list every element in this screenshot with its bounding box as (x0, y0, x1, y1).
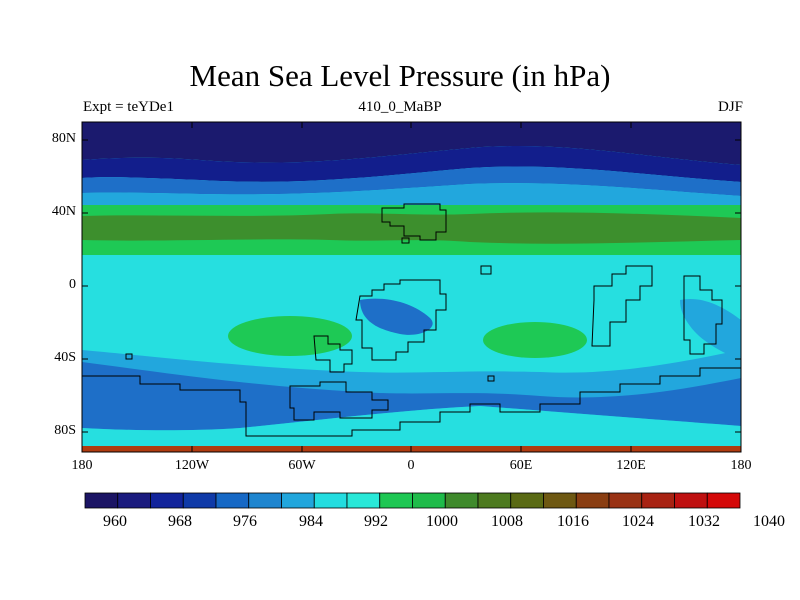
colorbar-label-1024: 1024 (622, 513, 654, 530)
colorbar-segment (248, 492, 282, 509)
x-tick-180-west: 180 (71, 458, 93, 473)
colorbar-segment (379, 492, 413, 509)
colorbar-label-976: 976 (233, 513, 257, 530)
low-pressure-feature-africa (360, 298, 433, 335)
x-tick-120e: 120E (616, 458, 646, 473)
colorbar-segment (281, 492, 315, 509)
colorbar-segment (641, 492, 675, 509)
y-tick-0: 0 (69, 277, 76, 292)
y-tick-40s: 40S (54, 350, 76, 365)
colorbar-segment (412, 492, 446, 509)
band-bright-green-north (82, 205, 741, 218)
coastline-australia (683, 275, 723, 355)
band-bright-green-south (82, 239, 741, 255)
colorbar-segment (150, 492, 184, 509)
pressure-field (82, 122, 741, 452)
colorbar-segment (674, 492, 708, 509)
colorbar-label-1032: 1032 (688, 513, 720, 530)
coastline-asia-pacific (591, 265, 653, 347)
colorbar-label-984: 984 (299, 513, 323, 530)
x-axis-ticks (81, 122, 742, 452)
coastline-south-america (313, 335, 353, 373)
low-pressure-feature-australia (680, 298, 741, 360)
colorbar-label-992: 992 (364, 513, 388, 530)
coastline-island-3 (125, 353, 133, 360)
coastline-west-antarctic (289, 381, 389, 421)
colorbar-segment (608, 492, 643, 509)
experiment-label: Expt = teYDe1 (83, 99, 174, 115)
colorbar-segment (575, 492, 610, 509)
coastline-antarctica (82, 367, 741, 437)
coastline-island-2 (480, 265, 492, 275)
coastline-island-4 (487, 375, 495, 382)
coastline-eurasia (381, 203, 447, 241)
colorbar-label-1040: 1040 (753, 513, 785, 530)
colorbar-segment (706, 492, 741, 509)
colorbar-segment (117, 492, 151, 509)
time-label: 410_0_MaBP (358, 99, 442, 115)
coastline-outlines (82, 203, 741, 437)
colorbar-segment (215, 492, 250, 509)
colorbar-label-1000: 1000 (426, 513, 458, 530)
band-subpolar-dark (82, 145, 741, 182)
y-axis-ticks (82, 139, 741, 433)
band-southern-blue (82, 362, 741, 431)
colorbar-segment (313, 492, 348, 509)
band-light-blue (82, 183, 741, 205)
coastline-island-1 (401, 237, 410, 244)
band-cyan-tropics (82, 255, 741, 262)
season-label: DJF (717, 99, 743, 115)
colorbar-segment (182, 492, 217, 509)
x-tick-180-east: 180 (730, 458, 752, 473)
colorbar-segment (543, 492, 577, 509)
colorbar (84, 492, 741, 509)
colorbar-segment (477, 492, 512, 509)
x-tick-0: 0 (407, 458, 415, 473)
y-tick-80s: 80S (54, 423, 76, 438)
colorbar-segment (346, 492, 381, 509)
colorbar-label-968: 968 (168, 513, 192, 530)
colorbar-label-960: 960 (103, 513, 127, 530)
colorbar-label-1008: 1008 (491, 513, 523, 530)
high-pressure-cell-east (483, 322, 587, 358)
high-pressure-cell-west (228, 316, 352, 356)
x-tick-60w: 60W (288, 458, 316, 473)
band-mid-blue (82, 166, 741, 196)
colorbar-segment (510, 492, 544, 509)
y-tick-40n: 40N (51, 204, 76, 219)
y-tick-80n: 80N (51, 131, 76, 146)
colorbar-segment (444, 492, 479, 509)
band-polar-darkest (82, 122, 741, 165)
map-title: Mean Sea Level Pressure (in hPa) (189, 58, 611, 93)
colorbar-label-1016: 1016 (557, 513, 589, 530)
coastline-africa (355, 279, 447, 361)
x-tick-120w: 120W (174, 458, 210, 473)
colorbar-segment (84, 492, 119, 509)
x-tick-60e: 60E (509, 458, 533, 473)
